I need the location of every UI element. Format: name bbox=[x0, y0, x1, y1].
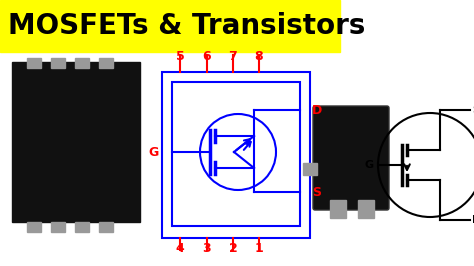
Bar bbox=[303, 163, 317, 175]
Bar bbox=[75, 58, 89, 68]
Text: S: S bbox=[472, 105, 474, 115]
Bar bbox=[330, 200, 346, 218]
Bar bbox=[51, 222, 65, 232]
FancyBboxPatch shape bbox=[313, 106, 389, 210]
Text: MOSFETs & Transistors: MOSFETs & Transistors bbox=[8, 12, 365, 40]
Text: 1: 1 bbox=[255, 242, 264, 255]
Text: 6: 6 bbox=[203, 50, 211, 63]
Text: 5: 5 bbox=[176, 50, 184, 63]
Bar bbox=[27, 222, 41, 232]
Bar bbox=[358, 200, 374, 218]
Text: G: G bbox=[365, 160, 374, 170]
Bar bbox=[99, 58, 113, 68]
Text: 7: 7 bbox=[228, 50, 237, 63]
Text: 4: 4 bbox=[176, 242, 184, 255]
Bar bbox=[0, 0, 340, 52]
Bar bbox=[51, 58, 65, 68]
Text: S: S bbox=[312, 185, 321, 198]
Text: D: D bbox=[312, 103, 322, 117]
Text: 2: 2 bbox=[228, 242, 237, 255]
Bar bbox=[27, 58, 41, 68]
Text: G: G bbox=[149, 146, 159, 159]
Text: D: D bbox=[472, 215, 474, 225]
Bar bbox=[162, 72, 310, 238]
Bar bbox=[75, 222, 89, 232]
Bar bbox=[172, 82, 300, 226]
Bar bbox=[12, 62, 140, 222]
Text: 8: 8 bbox=[255, 50, 264, 63]
Bar bbox=[99, 222, 113, 232]
Text: 3: 3 bbox=[203, 242, 211, 255]
